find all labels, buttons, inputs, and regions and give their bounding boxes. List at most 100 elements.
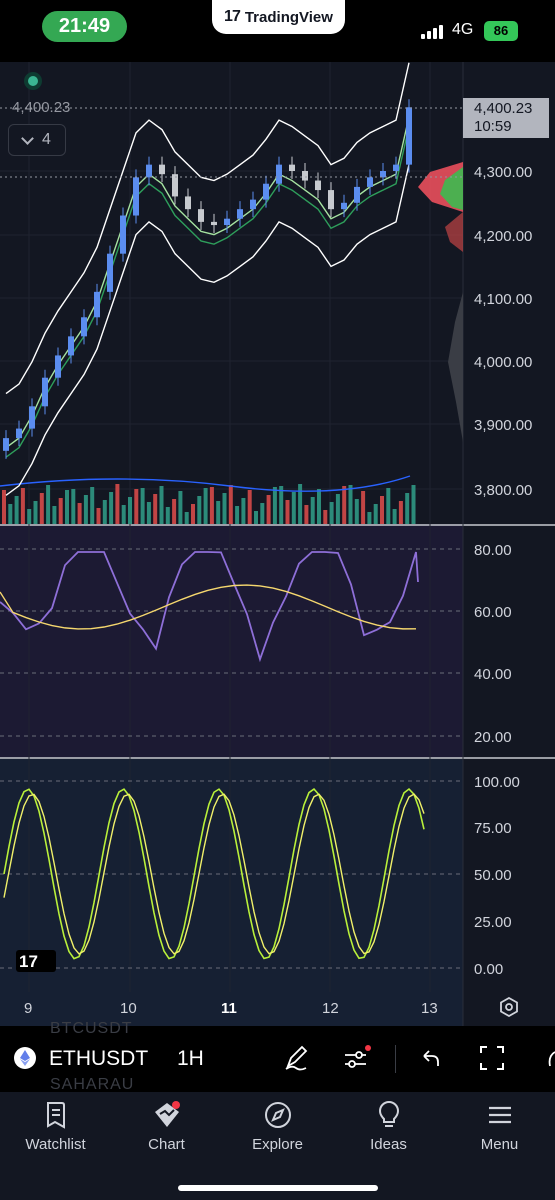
candle-body bbox=[393, 164, 399, 171]
candle-body bbox=[250, 199, 256, 210]
candle-body bbox=[68, 336, 74, 356]
volume-bar bbox=[348, 485, 353, 524]
candle-body bbox=[55, 355, 61, 378]
time-axis-label: 12 bbox=[322, 1000, 339, 1017]
volume-bar bbox=[241, 498, 246, 524]
candle-body bbox=[3, 438, 9, 451]
volume-bar bbox=[65, 490, 69, 524]
volume-bar bbox=[247, 490, 252, 524]
volume-bar bbox=[317, 489, 321, 524]
volume-bar bbox=[102, 500, 107, 524]
candle-body bbox=[172, 174, 178, 197]
more-tools-icon[interactable] bbox=[544, 1044, 555, 1072]
volume-bar bbox=[298, 484, 303, 524]
battery-icon: 86 bbox=[484, 21, 518, 41]
volume-bar bbox=[323, 510, 328, 524]
candle-body bbox=[276, 164, 282, 184]
symbol-name-button[interactable]: ETHUSDT bbox=[49, 1047, 149, 1070]
volume-bar bbox=[380, 496, 384, 524]
volume-bar bbox=[146, 502, 151, 524]
volume-bar bbox=[52, 506, 57, 524]
tab-chart[interactable]: Chart bbox=[111, 1100, 222, 1153]
current-price-tag: 4,400.23 10:59 bbox=[463, 98, 549, 138]
volume-bar bbox=[96, 508, 101, 524]
volume-bar bbox=[20, 488, 25, 524]
volume-bar bbox=[291, 492, 296, 524]
tab-label: Ideas bbox=[370, 1136, 407, 1153]
stoch-axis-label: 100.00 bbox=[474, 774, 520, 791]
volume-bar bbox=[386, 488, 391, 524]
volume-bar bbox=[216, 501, 221, 524]
stoch-axis-label: 25.00 bbox=[474, 914, 512, 931]
price-axis-label: 4,300.00 bbox=[474, 164, 532, 181]
background-symbol-text: SAHARAU bbox=[50, 1076, 135, 1093]
compass-icon bbox=[264, 1102, 291, 1128]
candle-body bbox=[302, 171, 308, 181]
volume-bar bbox=[153, 494, 158, 524]
candle-body bbox=[263, 183, 269, 200]
price-axis-label: 4,000.00 bbox=[474, 354, 532, 371]
volume-bar bbox=[279, 486, 284, 524]
volume-bar bbox=[342, 486, 347, 524]
rsi-axis-label: 80.00 bbox=[474, 542, 512, 559]
volume-bar bbox=[134, 489, 139, 524]
volume-bar bbox=[121, 505, 126, 524]
volume-bar bbox=[2, 490, 6, 524]
volume-bars bbox=[0, 475, 416, 524]
candle-body bbox=[354, 186, 360, 203]
fullscreen-icon[interactable] bbox=[478, 1044, 506, 1072]
candle-body bbox=[159, 164, 165, 175]
indicators-icon[interactable] bbox=[342, 1044, 372, 1072]
volume-bar bbox=[260, 503, 265, 524]
interval-button[interactable]: 1H bbox=[177, 1047, 204, 1070]
drawing-tools-icon[interactable] bbox=[282, 1044, 310, 1072]
hamburger-icon bbox=[488, 1106, 511, 1124]
price-axis-label: 3,900.00 bbox=[474, 417, 532, 434]
tab-ideas[interactable]: Ideas bbox=[333, 1100, 444, 1153]
candle-body bbox=[120, 215, 126, 254]
tab-label: Explore bbox=[252, 1136, 303, 1153]
rsi-axis-label: 40.00 bbox=[474, 666, 512, 683]
clock: 21:49 bbox=[42, 11, 127, 42]
candle-body bbox=[42, 377, 48, 407]
tab-watchlist[interactable]: Watchlist bbox=[0, 1100, 111, 1153]
candlesticks bbox=[3, 99, 412, 459]
volume-bar bbox=[361, 491, 366, 524]
indicators-count: 4 bbox=[42, 131, 51, 148]
volume-bar bbox=[228, 485, 233, 524]
volume-bar bbox=[46, 485, 51, 524]
candle-body bbox=[146, 164, 152, 178]
chart-area[interactable]: 4,300.00 4,200.00 4,100.00 4,000.00 3,90… bbox=[0, 62, 555, 1026]
rsi-axis-label: 20.00 bbox=[474, 729, 512, 746]
chart-settings-icon[interactable] bbox=[499, 997, 519, 1017]
volume-bar bbox=[178, 491, 183, 524]
candle-body bbox=[289, 164, 295, 171]
app-name: TradingView bbox=[244, 8, 333, 26]
volume-bar bbox=[172, 499, 177, 524]
price-axis-label: 4,200.00 bbox=[474, 228, 532, 245]
tab-label: Chart bbox=[148, 1136, 185, 1153]
volume-bar bbox=[197, 496, 202, 524]
bollinger-upper-line bbox=[5, 62, 410, 395]
toolbar-divider bbox=[395, 1045, 396, 1073]
time-axis-label: 11 bbox=[221, 1000, 237, 1017]
volume-bar bbox=[285, 500, 290, 524]
volume-bar bbox=[27, 509, 32, 524]
volume-profile bbox=[418, 162, 463, 442]
indicators-collapse-button[interactable]: 4 bbox=[8, 124, 66, 156]
volume-bar bbox=[209, 487, 214, 524]
candle-body bbox=[16, 428, 22, 439]
tab-explore[interactable]: Explore bbox=[222, 1100, 333, 1153]
volume-bar bbox=[354, 499, 359, 524]
tab-menu[interactable]: Menu bbox=[444, 1100, 555, 1153]
volume-bar bbox=[8, 504, 13, 524]
volume-bar bbox=[58, 498, 63, 524]
chart-canvas[interactable]: 4,300.00 4,200.00 4,100.00 4,000.00 3,90… bbox=[0, 62, 555, 1026]
network-type: 4G bbox=[452, 21, 474, 38]
volume-bar bbox=[310, 497, 315, 524]
volume-bar bbox=[254, 511, 258, 524]
stoch-axis-label: 0.00 bbox=[474, 961, 503, 978]
undo-icon[interactable] bbox=[418, 1044, 442, 1072]
bar-countdown: 10:59 bbox=[474, 118, 512, 135]
app-name-pill: 17 TradingView bbox=[212, 0, 345, 34]
